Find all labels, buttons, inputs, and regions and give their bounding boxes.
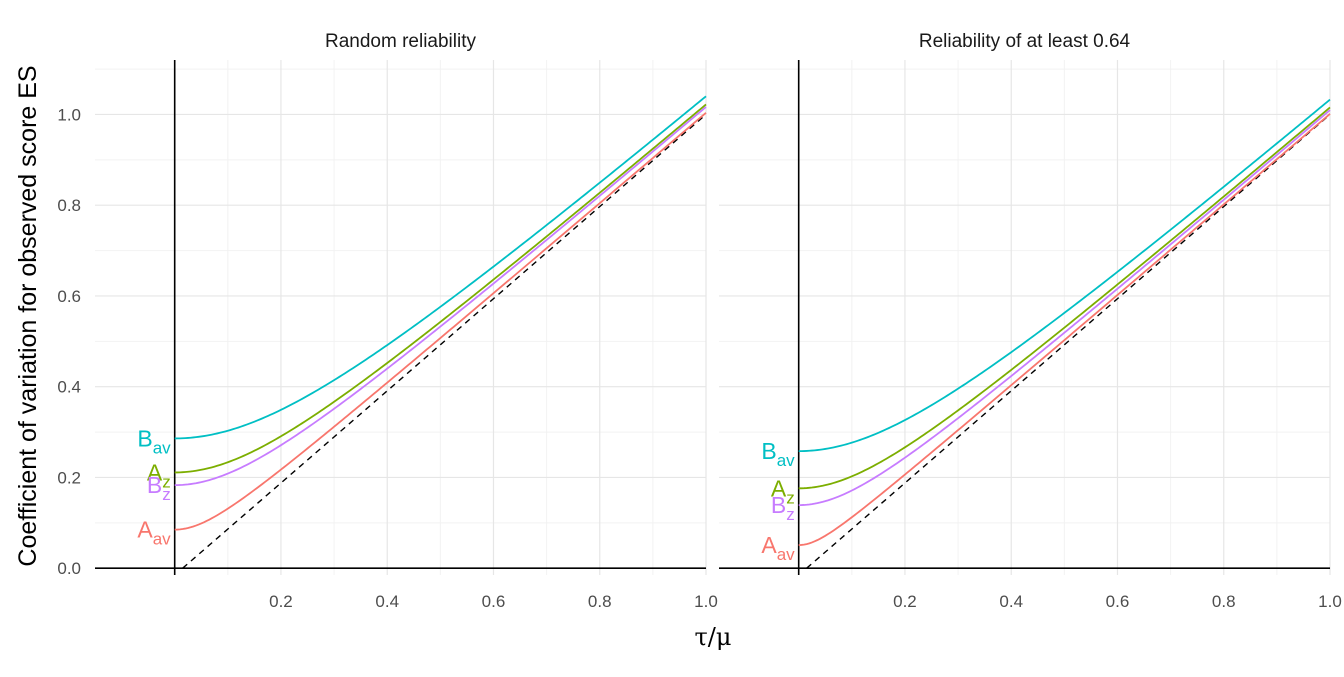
series-label-Aav: Aav <box>761 532 795 564</box>
x-tick-label: 1.0 <box>1318 592 1342 611</box>
series-line-Az <box>174 103 707 474</box>
x-tick-label: 0.6 <box>482 592 506 611</box>
grid <box>719 60 1331 575</box>
series-line-Aav <box>798 113 1331 546</box>
series-line-Bav <box>174 95 707 440</box>
series-label-Bz: Bz <box>771 492 795 524</box>
series-label-Bz: Bz <box>147 472 171 504</box>
y-tick-label: 0.0 <box>57 559 81 578</box>
series-line-Aav <box>174 112 707 531</box>
series-line-Bz <box>798 109 1331 507</box>
series-line-Az <box>798 106 1331 490</box>
series-line-Bz <box>174 106 707 487</box>
x-tick-label: 0.8 <box>1212 592 1236 611</box>
panel-title: Reliability of at least 0.64 <box>919 31 1131 52</box>
x-tick-label: 0.2 <box>893 592 917 611</box>
identity-line <box>182 113 707 569</box>
x-tick-label: 0.4 <box>999 592 1023 611</box>
x-tick-label: 0.2 <box>269 592 293 611</box>
series-line-Bav <box>798 98 1331 453</box>
series-label-Bav: Bav <box>761 438 795 470</box>
series-label-Az: Az <box>771 475 795 507</box>
y-tick-label: 0.6 <box>57 287 81 306</box>
x-tick-label: 1.0 <box>694 592 718 611</box>
panel-title: Random reliability <box>325 31 477 52</box>
series-label-Aav: Aav <box>137 517 171 549</box>
y-tick-label: 0.4 <box>57 378 81 397</box>
x-tick-label: 0.8 <box>588 592 612 611</box>
series-label-Bav: Bav <box>137 425 171 457</box>
identity-line <box>806 113 1331 569</box>
y-tick-label: 1.0 <box>57 105 81 124</box>
x-tick-label: 0.4 <box>375 592 399 611</box>
x-tick-label: 0.6 <box>1106 592 1130 611</box>
y-axis-label: Coefficient of variation for observed sc… <box>14 65 42 566</box>
y-tick-label: 0.8 <box>57 196 81 215</box>
y-tick-label: 0.2 <box>57 468 81 487</box>
x-axis-label: τ/μ <box>695 623 732 651</box>
series-label-Az: Az <box>147 459 171 491</box>
